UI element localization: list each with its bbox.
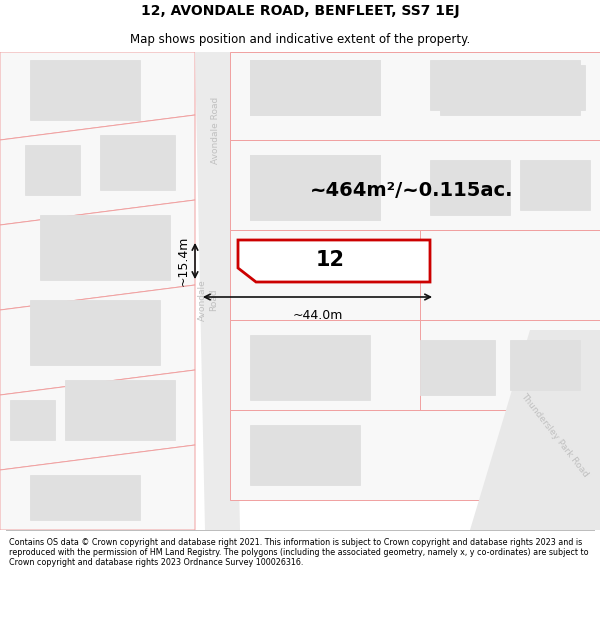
Text: Avondale
Road: Avondale Road	[198, 279, 218, 321]
Bar	[430, 60, 560, 110]
Text: Contains OS data © Crown copyright and database right 2021. This information is : Contains OS data © Crown copyright and d…	[9, 538, 589, 568]
Polygon shape	[230, 140, 600, 230]
Polygon shape	[470, 330, 600, 530]
Bar	[430, 160, 510, 215]
Polygon shape	[230, 52, 600, 140]
Text: Avondale Road: Avondale Road	[211, 96, 220, 164]
Bar	[520, 160, 590, 210]
Polygon shape	[195, 52, 240, 530]
Text: Thundersley Park Road: Thundersley Park Road	[520, 391, 590, 479]
Polygon shape	[230, 410, 530, 500]
Text: ~15.4m: ~15.4m	[177, 236, 190, 286]
Polygon shape	[0, 285, 195, 395]
Bar	[40, 215, 170, 280]
Bar	[25, 145, 80, 195]
Polygon shape	[0, 115, 195, 225]
Text: 12, AVONDALE ROAD, BENFLEET, SS7 1EJ: 12, AVONDALE ROAD, BENFLEET, SS7 1EJ	[140, 4, 460, 19]
Bar	[250, 155, 380, 220]
Bar	[250, 155, 380, 220]
Bar	[440, 60, 580, 115]
Bar	[30, 60, 140, 120]
Bar	[10, 400, 55, 440]
Polygon shape	[0, 200, 195, 310]
Bar	[420, 340, 495, 395]
Bar	[65, 380, 175, 440]
Bar	[490, 65, 585, 110]
Polygon shape	[230, 320, 600, 410]
Polygon shape	[0, 52, 195, 140]
Bar	[250, 60, 380, 115]
Bar	[100, 135, 175, 190]
Text: ~44.0m: ~44.0m	[292, 309, 343, 322]
Bar	[250, 335, 370, 400]
Polygon shape	[238, 240, 430, 282]
Polygon shape	[0, 445, 195, 530]
Bar	[30, 475, 140, 520]
Polygon shape	[0, 370, 195, 470]
Bar	[30, 300, 160, 365]
Text: ~464m²/~0.115ac.: ~464m²/~0.115ac.	[310, 181, 514, 199]
Text: Map shows position and indicative extent of the property.: Map shows position and indicative extent…	[130, 32, 470, 46]
Polygon shape	[230, 230, 600, 320]
Text: 12: 12	[316, 250, 344, 270]
Bar	[250, 60, 380, 115]
Bar	[510, 340, 580, 390]
Bar	[250, 425, 360, 485]
